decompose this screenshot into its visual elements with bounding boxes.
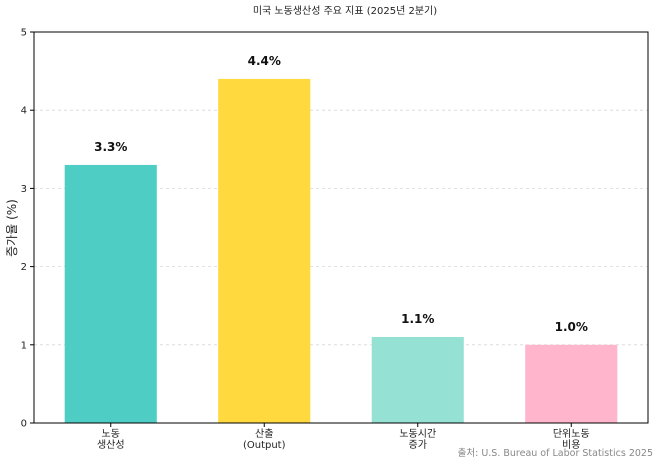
- x-tick-label: 노동시간: [399, 428, 436, 440]
- bar-value-label: 4.4%: [248, 54, 281, 68]
- bars-group: 3.3% 4.4% 1.1% 1.0%: [64, 54, 618, 424]
- bar: [525, 344, 618, 423]
- plot-frame: [33, 31, 649, 424]
- x-tick-label: 단위노동: [553, 427, 590, 440]
- y-tick-label: 5: [21, 28, 27, 39]
- y-tick-label: 3: [21, 184, 27, 195]
- x-tick-label: 노동: [102, 428, 120, 440]
- y-tick-label: 2: [21, 262, 27, 273]
- x-tick-label: (Output): [243, 440, 286, 451]
- chart-title: 미국 노동생산성 주요 지표 (2025년 2분기): [253, 5, 437, 17]
- y-tick-label: 0: [21, 419, 27, 430]
- bar-value-label: 1.0%: [555, 320, 588, 334]
- bar-value-label: 1.1%: [401, 312, 434, 326]
- bar: [64, 164, 157, 423]
- source-note: 출처: U.S. Bureau of Labor Statistics 2025: [458, 447, 653, 459]
- y-tick-label: 1: [21, 340, 27, 351]
- y-axis-label: 증가율 (%): [5, 199, 19, 257]
- x-tick-label: 비용: [562, 439, 580, 451]
- x-tick-label: 산출: [255, 428, 273, 440]
- y-axis-ticks: 0 1 2 3 4 5: [21, 28, 34, 430]
- x-tick-label: 생산성: [97, 439, 125, 451]
- bar-value-label: 3.3%: [94, 140, 127, 154]
- y-tick-label: 4: [21, 106, 27, 117]
- bar: [218, 78, 311, 424]
- bar: [371, 336, 464, 423]
- x-tick-label: 증가: [409, 439, 427, 451]
